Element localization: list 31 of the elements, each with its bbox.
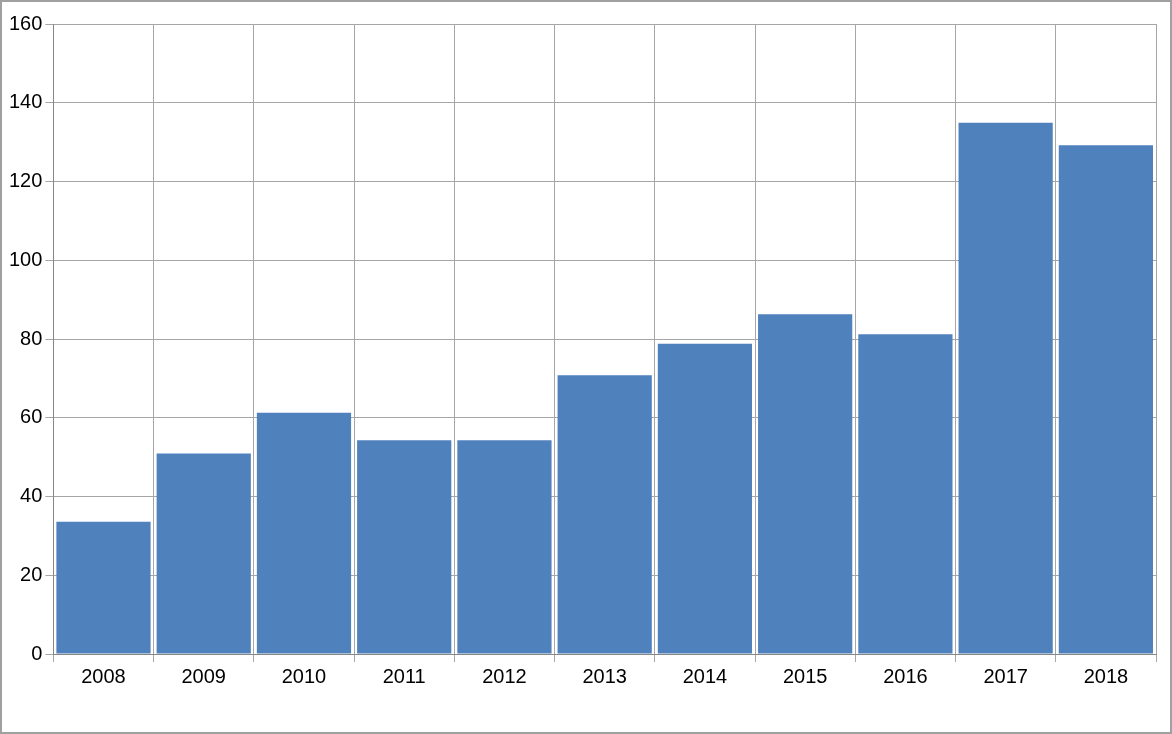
bar [958, 122, 1053, 654]
bar [557, 375, 652, 654]
bar [56, 521, 151, 654]
x-tick-label: 2013 [582, 664, 627, 687]
y-tick-label: 40 [20, 484, 43, 507]
bar [657, 343, 753, 654]
y-tick-label: 0 [31, 641, 43, 664]
bar [256, 412, 352, 654]
y-tick-label: 160 [8, 11, 43, 34]
x-tick-label: 2012 [482, 664, 527, 687]
x-tick-label: 2011 [382, 664, 426, 687]
x-tick-label: 2018 [1083, 664, 1129, 687]
bar [1058, 145, 1153, 654]
bar [156, 453, 251, 654]
x-tick-label: 2010 [281, 664, 327, 687]
x-tick-label: 2008 [81, 664, 126, 687]
x-tick-label: 2015 [782, 664, 828, 687]
y-tick-label: 100 [8, 247, 43, 270]
y-tick-label: 60 [20, 405, 43, 428]
y-tick-label: 140 [8, 90, 43, 113]
y-tick-label: 20 [20, 562, 43, 585]
x-tick-label: 2009 [181, 664, 226, 687]
bar [858, 334, 953, 654]
x-tick-label: 2016 [883, 664, 928, 687]
x-tick-label: 2017 [983, 664, 1028, 687]
bar [758, 314, 853, 654]
x-tick-label: 2014 [682, 664, 728, 687]
bar [457, 440, 552, 654]
bar [357, 440, 452, 654]
y-tick-label: 80 [20, 326, 43, 349]
y-tick-label: 120 [8, 169, 43, 192]
